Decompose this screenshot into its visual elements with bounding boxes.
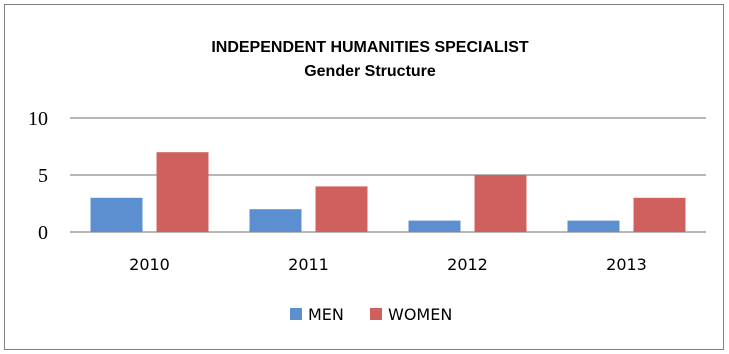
y-tick-label: 10 bbox=[28, 108, 48, 130]
bar-women-2013 bbox=[633, 197, 686, 232]
y-axis-ticks: 0 5 10 bbox=[28, 108, 48, 244]
legend-swatch-women bbox=[370, 308, 382, 320]
chart-title: INDEPENDENT HUMANITIES SPECIALIST bbox=[211, 39, 529, 56]
chart-subtitle: Gender Structure bbox=[304, 63, 436, 80]
bar-women-2012 bbox=[474, 175, 527, 232]
legend-label-men: MEN bbox=[308, 305, 344, 324]
legend-label-women: WOMEN bbox=[388, 305, 452, 324]
legend: MEN WOMEN bbox=[290, 305, 452, 324]
x-tick-label: 2010 bbox=[129, 255, 170, 274]
bar-women-2011 bbox=[315, 186, 368, 232]
bar-men-2011 bbox=[249, 209, 302, 232]
chart-frame bbox=[4, 4, 724, 350]
x-axis-ticks: 2010 2011 2012 2013 bbox=[129, 255, 647, 274]
x-tick-label: 2012 bbox=[447, 255, 488, 274]
bar-men-2013 bbox=[567, 220, 620, 232]
y-tick-label: 0 bbox=[38, 222, 48, 244]
x-tick-label: 2013 bbox=[606, 255, 647, 274]
bar-women-2010 bbox=[156, 152, 209, 232]
x-tick-label: 2011 bbox=[288, 255, 329, 274]
bar-men-2012 bbox=[408, 220, 461, 232]
bar-men-2010 bbox=[90, 197, 143, 232]
bars bbox=[90, 152, 686, 232]
y-tick-label: 5 bbox=[38, 165, 48, 187]
legend-swatch-men bbox=[290, 308, 302, 320]
